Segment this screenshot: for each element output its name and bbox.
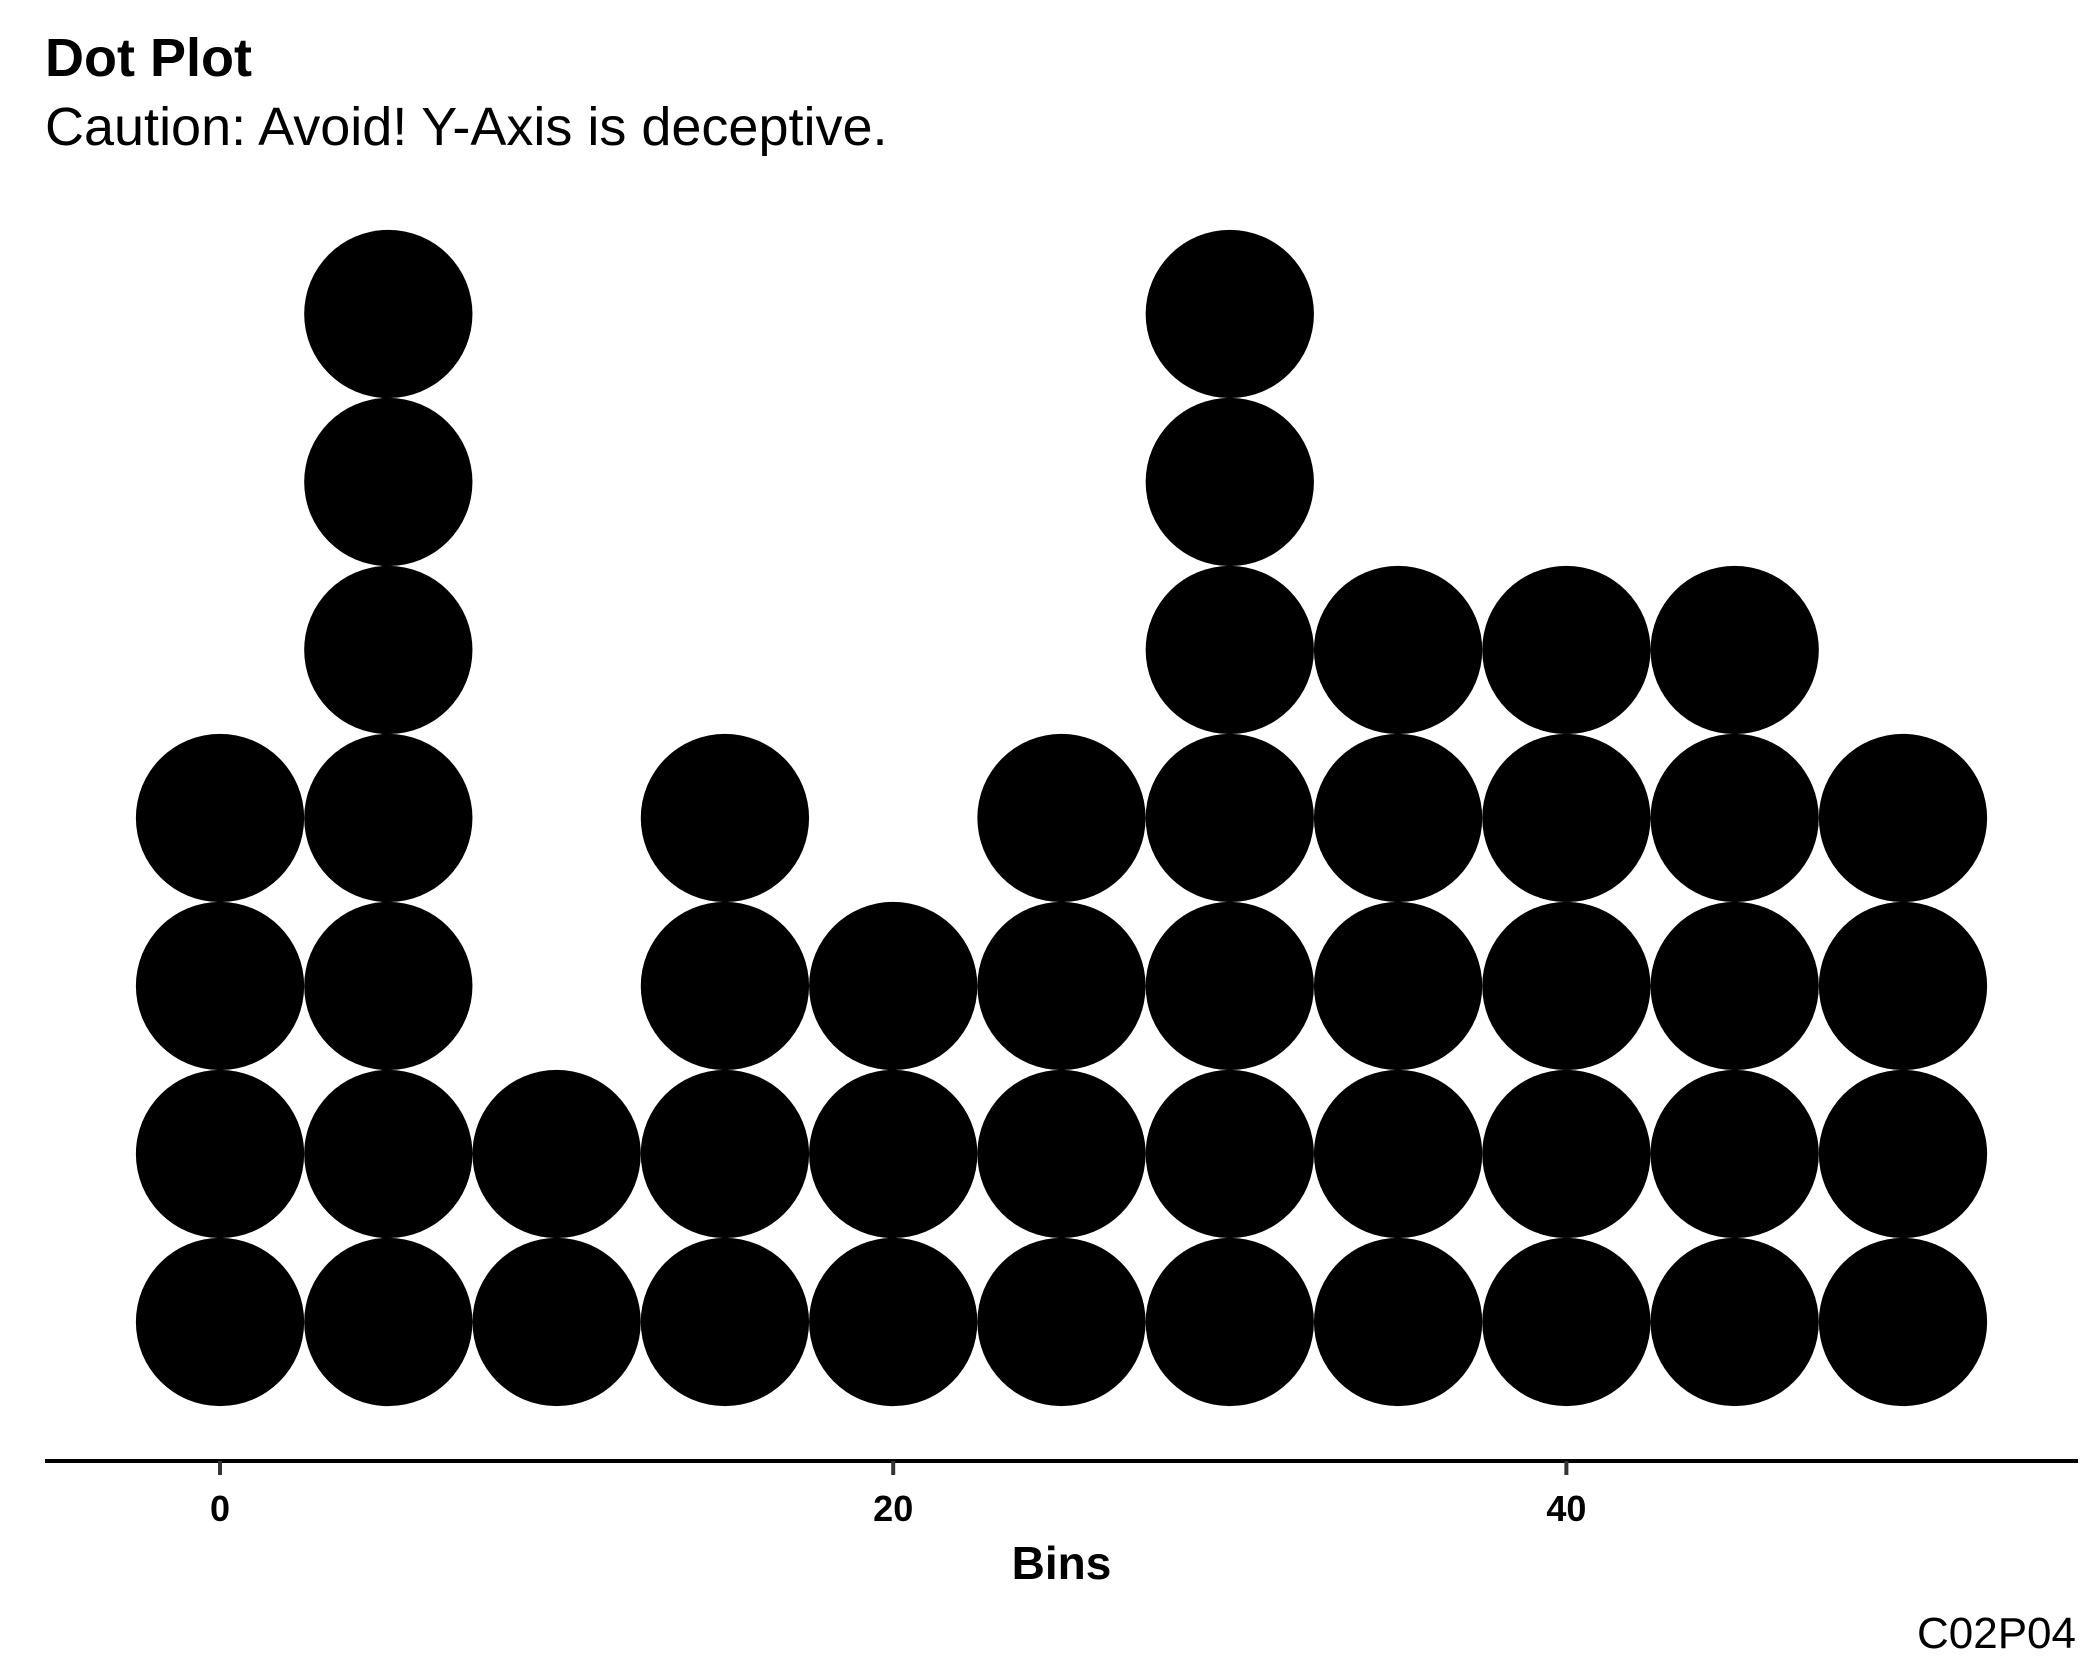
dot-bin-4-1 xyxy=(809,1069,978,1239)
dot-bin-6-5 xyxy=(1145,397,1314,567)
x-axis-title: Bins xyxy=(1012,1537,1112,1589)
dot-bin-7-2 xyxy=(1313,901,1483,1071)
dot-bin-1-4 xyxy=(304,565,473,735)
dot-bin-6-6 xyxy=(1145,229,1314,399)
x-axis-ticks: 0 20 40 xyxy=(210,1461,1586,1529)
dot-bin-5-0 xyxy=(977,1237,1146,1407)
dot-bin-10-1 xyxy=(1818,1069,1988,1239)
dot-bin-8-1 xyxy=(1482,1069,1651,1239)
dot-bin-0-2 xyxy=(135,901,305,1071)
chart-subtitle: Caution: Avoid! Y-Axis is deceptive. xyxy=(45,97,888,157)
dot-bin-4-0 xyxy=(809,1237,978,1407)
dot-bin-7-3 xyxy=(1313,733,1483,903)
dot-bin-3-2 xyxy=(640,901,810,1071)
dot-bin-5-1 xyxy=(977,1069,1146,1239)
dot-bin-6-2 xyxy=(1145,901,1314,1071)
dot-bin-6-1 xyxy=(1145,1069,1314,1239)
dot-bin-5-2 xyxy=(977,901,1146,1071)
dot-bin-10-3 xyxy=(1818,733,1988,903)
dot-bin-7-1 xyxy=(1313,1069,1483,1239)
dot-bin-0-0 xyxy=(135,1237,305,1407)
x-tick-label-2: 40 xyxy=(1546,1488,1586,1529)
dot-bin-1-3 xyxy=(304,733,473,903)
dot-bin-3-1 xyxy=(640,1069,810,1239)
dot-bin-6-0 xyxy=(1145,1237,1314,1407)
dot-bin-10-2 xyxy=(1818,901,1988,1071)
dot-bin-1-2 xyxy=(304,901,473,1071)
dot-bin-9-2 xyxy=(1650,901,1819,1071)
dot-bin-7-0 xyxy=(1313,1237,1483,1407)
dots-layer xyxy=(135,229,1988,1407)
dot-bin-8-3 xyxy=(1482,733,1651,903)
dot-bin-5-3 xyxy=(977,733,1146,903)
dot-bin-10-0 xyxy=(1818,1237,1988,1407)
dot-bin-1-6 xyxy=(304,229,473,399)
dot-bin-8-0 xyxy=(1482,1237,1651,1407)
x-tick-label-1: 20 xyxy=(873,1488,913,1529)
chart-caption: C02P04 xyxy=(1916,1609,2076,1658)
dot-bin-9-1 xyxy=(1650,1069,1819,1239)
dot-bin-1-5 xyxy=(304,397,473,567)
chart-title: Dot Plot xyxy=(45,28,252,88)
dot-bin-2-0 xyxy=(472,1237,641,1407)
dot-bin-8-2 xyxy=(1482,901,1651,1071)
dot-bin-4-2 xyxy=(809,901,978,1071)
dot-bin-3-3 xyxy=(640,733,810,903)
dot-bin-7-4 xyxy=(1313,565,1483,735)
dot-bin-9-3 xyxy=(1650,733,1819,903)
dot-bin-0-1 xyxy=(135,1069,305,1239)
x-tick-label-0: 0 xyxy=(210,1488,230,1529)
dot-bin-6-4 xyxy=(1145,565,1314,735)
dot-bin-9-4 xyxy=(1650,565,1819,735)
dot-bin-3-0 xyxy=(640,1237,810,1407)
dot-bin-8-4 xyxy=(1482,565,1651,735)
dot-bin-0-3 xyxy=(135,733,305,903)
dot-bin-1-1 xyxy=(304,1069,473,1239)
dot-bin-1-0 xyxy=(304,1237,473,1407)
dot-bin-6-3 xyxy=(1145,733,1314,903)
dot-bin-9-0 xyxy=(1650,1237,1819,1407)
dot-bin-2-1 xyxy=(472,1069,641,1239)
